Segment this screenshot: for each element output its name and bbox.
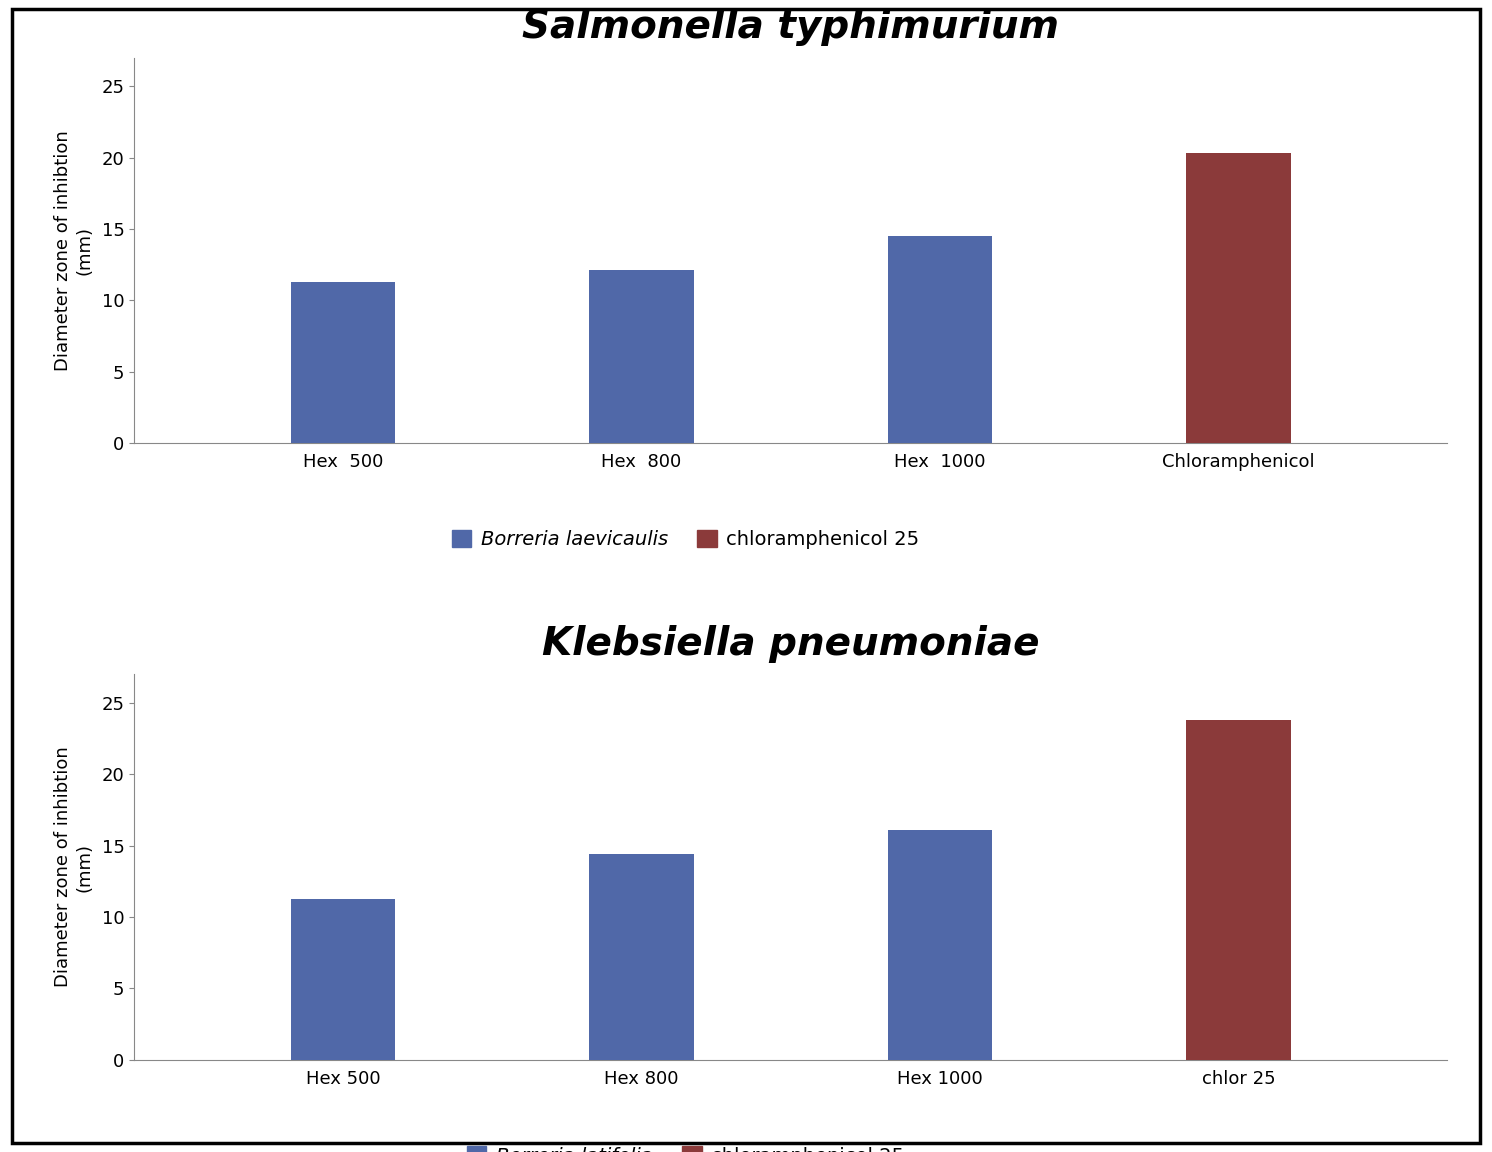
Bar: [291, 899, 395, 1060]
Bar: [589, 271, 694, 444]
Bar: [888, 829, 992, 1060]
Bar: [1186, 720, 1291, 1060]
Bar: [291, 282, 395, 444]
Bar: [1186, 153, 1291, 444]
Bar: [589, 855, 694, 1060]
Title: Klebsiella pneumoniae: Klebsiella pneumoniae: [542, 624, 1040, 662]
Legend: Borreria latifolia, chloramphenicol 25: Borreria latifolia, chloramphenicol 25: [460, 1138, 912, 1152]
Y-axis label: Diameter zone of inhibtion
(mm): Diameter zone of inhibtion (mm): [54, 130, 93, 371]
Legend: Borreria laevicaulis, chloramphenicol 25: Borreria laevicaulis, chloramphenicol 25: [445, 522, 928, 556]
Y-axis label: Diameter zone of inhibtion
(mm): Diameter zone of inhibtion (mm): [54, 746, 93, 987]
Bar: [888, 236, 992, 444]
Title: Salmonella typhimurium: Salmonella typhimurium: [522, 8, 1059, 46]
